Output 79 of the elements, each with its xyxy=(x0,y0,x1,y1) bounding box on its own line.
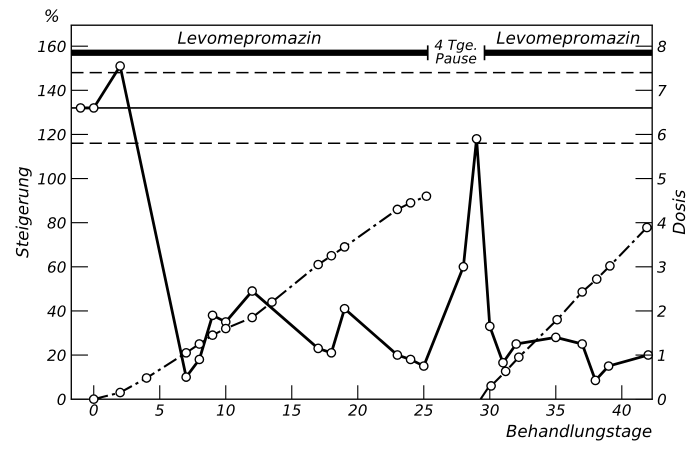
point xyxy=(181,348,192,358)
point xyxy=(577,287,588,297)
y2-tick-label: 3 xyxy=(657,261,666,273)
y2-tick-label: 4 xyxy=(657,217,666,228)
y2-tick-label: 6 xyxy=(658,128,666,140)
point xyxy=(592,274,602,284)
x-tick-label: 20 xyxy=(348,404,367,416)
point xyxy=(472,134,482,144)
point xyxy=(115,61,126,71)
point xyxy=(88,103,99,113)
point xyxy=(220,324,231,334)
y-tick-label: 60 xyxy=(48,261,66,273)
y-tick-label: 120 xyxy=(38,128,66,140)
point xyxy=(208,310,218,320)
point xyxy=(605,261,615,271)
y-tick-label: 140 xyxy=(38,84,66,96)
point xyxy=(418,361,429,371)
point xyxy=(458,262,468,272)
y-tick-label: 20 xyxy=(47,349,66,362)
y2-tick-label: 1 xyxy=(658,350,664,361)
point xyxy=(552,314,562,325)
y2-tick-label: 8 xyxy=(658,40,666,52)
y-axis-title: Steigerung xyxy=(16,167,32,258)
y2-tick-label: 0 xyxy=(658,394,666,406)
point xyxy=(604,361,614,371)
point xyxy=(142,373,152,383)
point xyxy=(208,330,218,340)
x-tick-label: 35 xyxy=(546,404,565,416)
point xyxy=(550,332,561,342)
y2-axis-title: Dosis xyxy=(672,190,686,234)
point xyxy=(392,350,402,360)
point xyxy=(313,344,324,354)
x-tick-label: 30 xyxy=(480,404,499,416)
point xyxy=(511,339,522,349)
y-tick-label: 100 xyxy=(38,172,66,185)
x-tick-label: 5 xyxy=(155,404,164,416)
x-tick-label: 15 xyxy=(282,404,301,416)
point xyxy=(406,198,416,208)
point xyxy=(247,312,258,322)
point xyxy=(181,372,192,382)
point xyxy=(340,304,350,314)
series-label: Levomepromazin xyxy=(178,31,320,48)
point xyxy=(194,354,204,364)
y2-tick-label: 2 xyxy=(657,305,666,317)
point xyxy=(642,222,652,232)
point xyxy=(498,358,508,368)
point xyxy=(267,297,277,307)
point xyxy=(590,376,600,386)
annotation: 4 Tge. Pause xyxy=(434,40,476,64)
point xyxy=(514,352,524,362)
point xyxy=(577,339,588,349)
y-tick-label: 40 xyxy=(47,305,66,317)
point xyxy=(340,242,350,252)
point xyxy=(115,388,126,398)
legend-label: Levomepromazin xyxy=(496,31,640,48)
point xyxy=(500,366,510,376)
x-tick-label: 10 xyxy=(216,404,235,416)
point xyxy=(313,260,324,270)
y2-tick-label: 5 xyxy=(657,173,666,185)
text: % xyxy=(45,9,58,22)
y-tick-label: 80 xyxy=(48,217,66,229)
point xyxy=(422,191,432,202)
y2-tick-label: 7 xyxy=(658,84,667,96)
point xyxy=(484,321,495,332)
x-tick-label: 40 xyxy=(612,404,631,416)
point xyxy=(406,354,416,364)
point xyxy=(88,394,99,404)
point xyxy=(326,250,336,261)
point xyxy=(76,103,86,113)
point xyxy=(247,286,258,296)
point xyxy=(486,381,496,391)
point xyxy=(194,339,204,349)
y-tick-label: 160 xyxy=(38,40,66,52)
x-axis-title: Behandlungstage xyxy=(506,424,652,440)
point xyxy=(392,204,402,214)
x-tick-label: 25 xyxy=(414,404,433,416)
point xyxy=(326,348,336,358)
x-tick-label: 0 xyxy=(90,404,98,416)
y-tick-label: 0 xyxy=(57,394,66,406)
